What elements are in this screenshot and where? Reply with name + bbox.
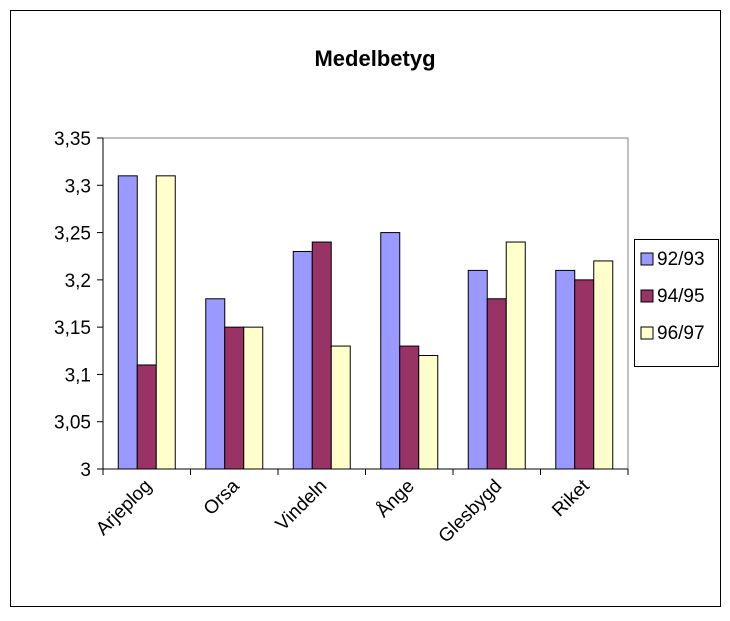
bar-94-95-0: [136, 364, 157, 470]
y-tick-label: 3,25: [54, 224, 91, 245]
bar-92-93-3: [380, 232, 401, 470]
bar-94-95-5: [574, 279, 595, 470]
y-ticks: 3 3,05 3,1 3,15 3,2 3,25 3,3 3,35: [54, 129, 103, 481]
bar-96-97-2: [330, 345, 351, 470]
legend-label: 92/93: [657, 249, 705, 270]
bar-96-97-5: [593, 260, 614, 470]
bar-92-93-1: [205, 298, 226, 470]
legend-swatch: [640, 326, 654, 340]
chart-title: Medelbetyg: [314, 46, 435, 71]
y-tick-label: 3,05: [54, 413, 91, 434]
bar-94-95-3: [399, 345, 420, 470]
bar-94-95-2: [311, 241, 332, 470]
y-tick-label: 3,3: [65, 176, 91, 197]
y-tick-label: 3,1: [65, 365, 91, 386]
bar-96-97-0: [155, 175, 176, 470]
bar-96-97-3: [418, 355, 439, 470]
plot-area: [102, 137, 629, 470]
y-tick-label: 3: [80, 460, 91, 481]
legend: 92/93 94/95 96/97: [634, 239, 719, 367]
bar-92-93-5: [555, 269, 576, 470]
bar-94-95-1: [224, 326, 245, 470]
bar-96-97-1: [243, 326, 264, 470]
bar-92-93-4: [467, 269, 488, 470]
legend-label: 96/97: [657, 323, 705, 344]
bar-92-93-0: [117, 175, 138, 470]
legend-swatch: [640, 252, 654, 266]
y-tick-label: 3,2: [65, 271, 91, 292]
legend-label: 94/95: [657, 286, 705, 307]
bar-92-93-2: [292, 250, 313, 470]
y-tick-label: 3,15: [54, 318, 91, 339]
bar-96-97-4: [505, 241, 526, 470]
y-tick-label: 3,35: [54, 129, 91, 150]
bars-layer: [117, 175, 614, 470]
bar-94-95-4: [486, 298, 507, 470]
legend-swatch: [640, 289, 654, 303]
